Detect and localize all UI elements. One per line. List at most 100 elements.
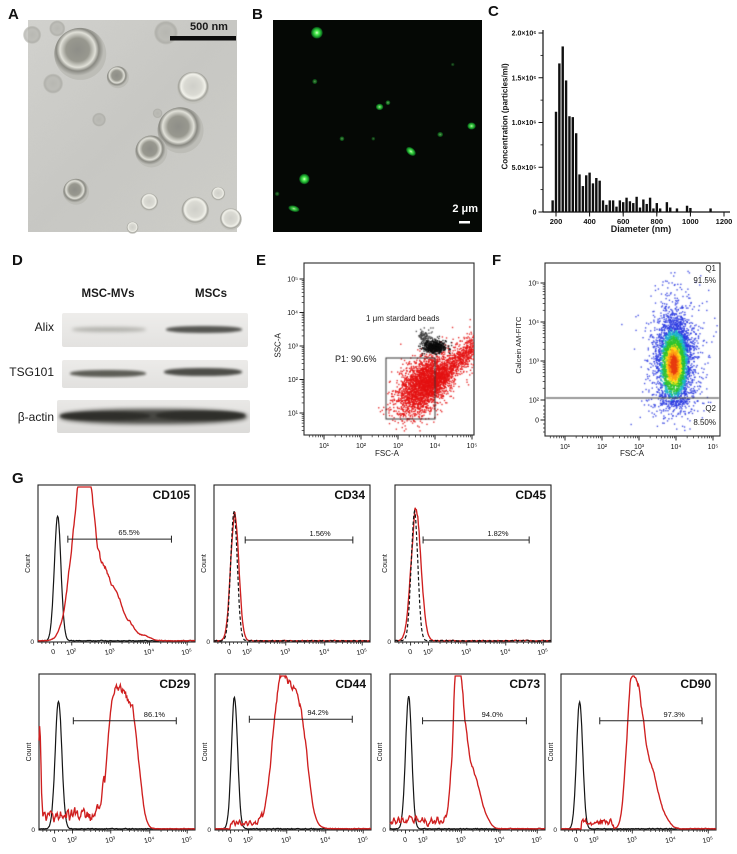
gate-percent: 86.1% xyxy=(144,710,166,719)
beads-annotation: 1 μm stardard beads xyxy=(366,314,440,323)
bar xyxy=(608,200,611,212)
marker-name: CD44 xyxy=(335,677,366,691)
hist-x-tick: 10³ xyxy=(280,648,292,657)
bar xyxy=(585,175,588,212)
fluorescent-particle xyxy=(274,191,280,197)
vesicle xyxy=(152,108,163,119)
p1-gate-label: P1: 90.6% xyxy=(335,354,377,364)
flow-y-tick: 10¹ xyxy=(288,411,299,418)
q2-percent: 8.50% xyxy=(693,418,716,427)
marker-name: CD90 xyxy=(680,677,711,691)
hist-x-tick: 10² xyxy=(423,648,435,657)
hist-x-tick: 10⁴ xyxy=(499,648,511,657)
bar xyxy=(655,203,658,212)
bar xyxy=(625,197,628,212)
hist-x-tick: 0 xyxy=(52,837,57,845)
blot-strip-tsg101 xyxy=(62,360,248,388)
marker-name: CD29 xyxy=(159,677,190,691)
panel-b-label: B xyxy=(252,6,263,23)
c-x-tick: 1000 xyxy=(682,217,699,226)
gate-percent: 1.82% xyxy=(487,529,509,538)
bar xyxy=(648,197,652,212)
panel-a-label: A xyxy=(8,6,19,23)
bar xyxy=(564,80,568,212)
hist-x-tick: 0 xyxy=(227,649,232,657)
fluorescent-particle xyxy=(371,136,376,141)
vesicle xyxy=(92,112,107,127)
bar xyxy=(611,200,615,212)
flow-x-tick: 10³ xyxy=(393,443,404,450)
blot-row-label-tsg101: TSG101 xyxy=(9,365,54,379)
bar xyxy=(598,180,601,212)
blot-strip-alix xyxy=(62,313,248,347)
blot-row-label-beta-actin: β-actin xyxy=(17,410,54,424)
fluorescence-scalebar xyxy=(459,221,470,224)
flow-y-tick: 0 xyxy=(535,418,539,425)
count-axis-label: Count xyxy=(202,743,209,762)
hist-x-tick: 10² xyxy=(243,836,255,845)
flow-x-tick: 10¹ xyxy=(319,443,330,450)
stained-curve xyxy=(38,682,196,830)
fluorescent-particle xyxy=(312,78,318,85)
bar xyxy=(578,174,581,212)
blot-band xyxy=(72,327,146,332)
nta-yaxis-label: Concentration (particles/ml) xyxy=(500,63,510,170)
bar xyxy=(658,208,662,212)
flow-y-tick: 10⁵ xyxy=(287,277,298,284)
hist-x-tick: 10⁵ xyxy=(357,836,369,845)
hist-y-origin: 0 xyxy=(382,827,386,834)
tem-scalebar-label: 500 nm xyxy=(190,21,228,33)
fluorescent-particle xyxy=(310,26,324,39)
vesicle xyxy=(177,71,210,104)
bar xyxy=(709,208,712,212)
gate-percent: 94.0% xyxy=(482,710,504,719)
vesicle xyxy=(126,221,139,234)
tem-scalebar xyxy=(170,36,236,41)
bar xyxy=(591,183,595,212)
marker-name: CD45 xyxy=(515,488,546,502)
hist-x-tick: 10⁴ xyxy=(665,836,677,845)
gate-percent: 97.3% xyxy=(664,710,686,719)
flow-x-tick: 10⁵ xyxy=(467,443,478,450)
hist-x-tick: 10⁴ xyxy=(143,648,155,657)
hist-frame xyxy=(38,673,196,831)
hist-x-tick: 0 xyxy=(403,837,408,845)
flow-x-tick: 10² xyxy=(597,444,608,451)
bar xyxy=(689,207,692,212)
flow-x-tick: 10² xyxy=(356,443,367,450)
count-axis-label: Count xyxy=(548,743,555,762)
blot-lane-header-msc-mvs: MSC-MVs xyxy=(81,288,135,300)
q2-label: Q2 xyxy=(705,404,716,413)
fluorescent-particle xyxy=(288,205,300,213)
vesicle xyxy=(49,20,66,37)
bar xyxy=(581,186,585,212)
gate-percent: 94.2% xyxy=(307,708,329,717)
flow-y-tick: 10⁴ xyxy=(528,320,539,327)
vesicle xyxy=(219,208,242,231)
bar xyxy=(595,177,598,212)
bar xyxy=(551,200,554,212)
panel-c-label: C xyxy=(488,3,499,20)
bar xyxy=(645,203,648,212)
stained-curve xyxy=(389,675,546,830)
bar xyxy=(618,200,622,212)
vesicle xyxy=(211,186,226,201)
flow-x-tick: 10³ xyxy=(634,444,645,451)
hist-x-tick: 10² xyxy=(66,648,78,657)
flow-y-tick: 10⁵ xyxy=(528,281,539,288)
hist-x-tick: 0 xyxy=(408,649,413,657)
blot-strip-beta-actin xyxy=(57,400,250,433)
hist-x-tick: 0 xyxy=(574,837,579,845)
hist-x-tick: 10⁴ xyxy=(494,836,506,845)
fluorescent-particle xyxy=(467,122,476,130)
bar xyxy=(571,117,574,212)
control-curve xyxy=(389,695,546,830)
count-axis-label: Count xyxy=(382,554,389,573)
hist-x-tick: 10³ xyxy=(455,836,467,845)
ssc-axis-label: SSC-A xyxy=(273,333,283,358)
fsc-axis-label-e: FSC-A xyxy=(375,449,399,458)
hist-x-tick: 0 xyxy=(51,649,56,657)
hist-x-tick: 10⁵ xyxy=(181,836,193,845)
blot-band xyxy=(70,370,146,377)
